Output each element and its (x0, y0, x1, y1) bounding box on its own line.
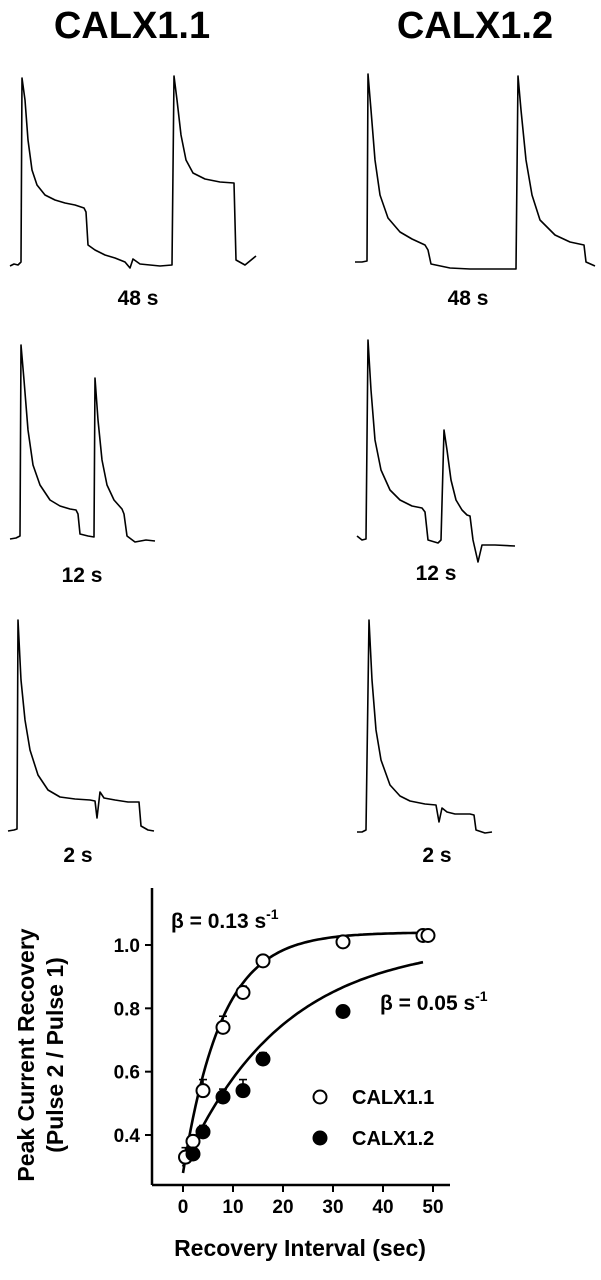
rate-label-calx1-1: β = 0.13 s-1 (171, 906, 279, 933)
x-tick-label: 40 (372, 1197, 393, 1218)
data-point-calx1-1 (420, 928, 436, 943)
trace-calx1-2-48s (355, 73, 596, 270)
y-axis-title-line1: Peak Current Recovery (13, 928, 39, 1181)
data-point-calx1-2 (195, 1124, 211, 1140)
trace-calx1-2-2s (357, 619, 493, 834)
rate-label-calx1-1-sup: -1 (266, 906, 279, 922)
data-point-calx1-2 (335, 1004, 351, 1019)
interval-label-2s-calx1-2: 2 s (422, 844, 451, 867)
interval-label-48s-calx1-1: 48 s (118, 287, 159, 310)
y-tick-label: 1.0 (114, 936, 140, 957)
x-tick-label: 30 (322, 1197, 343, 1218)
rate-label-calx1-2: β = 0.05 s-1 (380, 988, 488, 1015)
legend-label-calx1-2: CALX1.2 (352, 1128, 434, 1150)
data-point-calx1-2 (185, 1146, 201, 1162)
x-tick-label: 10 (222, 1197, 243, 1218)
y-tick-label: 0.4 (114, 1126, 141, 1147)
data-point-calx1-2 (255, 1051, 271, 1067)
interval-label-12s-calx1-2: 12 s (416, 562, 457, 585)
rate-label-calx1-2-text: β = 0.05 s (380, 992, 475, 1015)
data-point-calx1-1 (215, 1019, 231, 1035)
x-tick-label: 20 (272, 1197, 293, 1218)
rate-label-calx1-2-sup: -1 (475, 988, 488, 1004)
rate-label-calx1-1-text: β = 0.13 s (171, 910, 266, 933)
y-axis-title-line2: (Pulse 2 / Pulse 1) (42, 957, 68, 1153)
data-point-calx1-2 (235, 1083, 251, 1099)
y-tick-label: 0.6 (114, 1063, 140, 1084)
trace-calx1-1-12s (9, 344, 156, 543)
x-tick-label: 50 (422, 1197, 443, 1218)
interval-label-2s-calx1-1: 2 s (63, 844, 92, 867)
x-tick-label: 0 (178, 1197, 189, 1218)
data-point-calx1-1 (335, 934, 351, 950)
x-axis-title: Recovery Interval (sec) (174, 1235, 426, 1261)
trace-calx1-1-2s (7, 619, 155, 832)
column-title-calx1-1: CALX1.1 (54, 5, 210, 47)
legend-label-calx1-1: CALX1.1 (352, 1087, 434, 1109)
trace-calx1-1-48s (9, 75, 257, 269)
data-point-calx1-1 (255, 953, 271, 969)
y-tick-label: 0.8 (114, 999, 140, 1020)
data-point-calx1-1 (235, 985, 251, 1000)
data-point-calx1-1 (195, 1083, 211, 1099)
interval-label-48s-calx1-2: 48 s (448, 287, 489, 310)
legend-marker-calx1-1 (312, 1089, 328, 1105)
data-point-calx1-2 (215, 1089, 231, 1105)
trace-calx1-2-12s (356, 339, 516, 563)
recovery-chart: 0 10 20 30 40 500.40.60.81.0 β = 0.13 s-1 β =… (13, 888, 488, 1261)
column-title-calx1-2: CALX1.2 (397, 5, 553, 47)
legend-marker-calx1-2 (312, 1130, 328, 1146)
interval-label-12s-calx1-1: 12 s (62, 564, 103, 587)
